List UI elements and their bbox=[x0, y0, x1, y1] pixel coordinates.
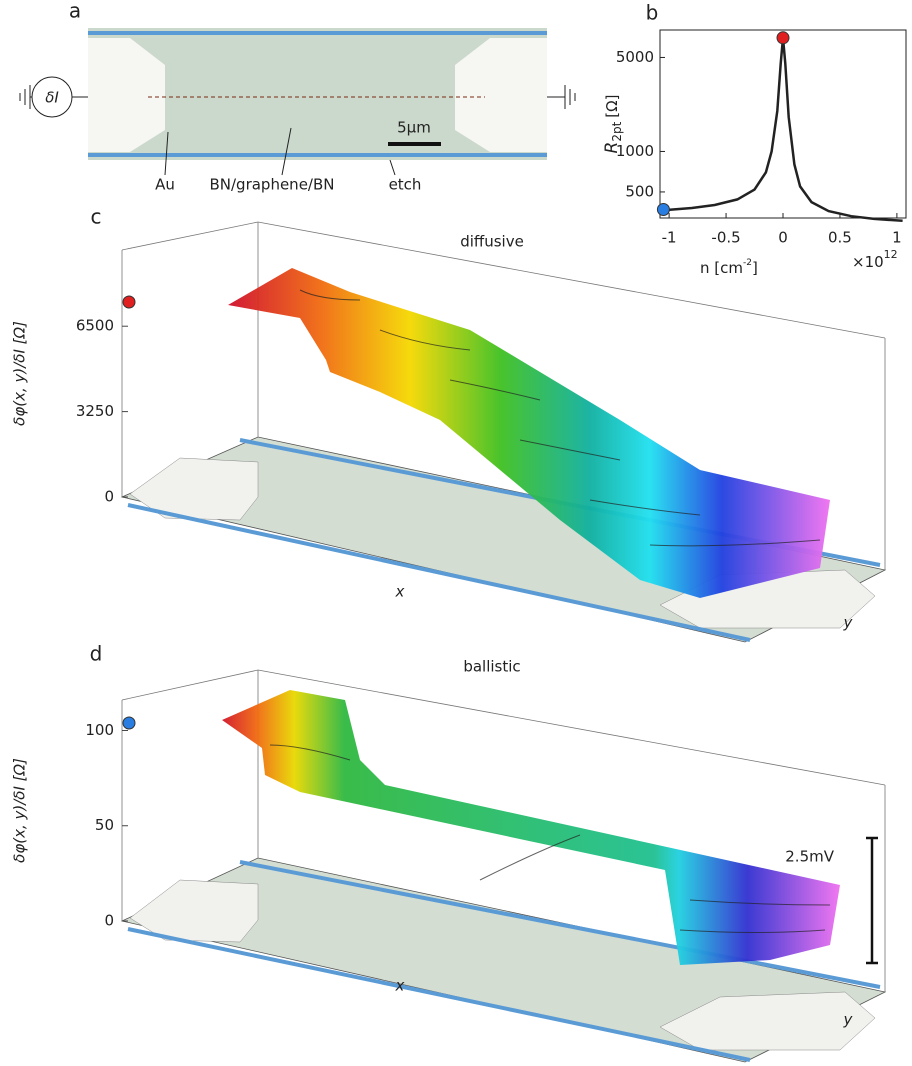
label-part: [Ω] bbox=[603, 95, 621, 118]
z-tick-label: 3250 bbox=[76, 402, 114, 420]
x-tick-label: -1 bbox=[662, 229, 677, 247]
label-part: 2pt bbox=[610, 121, 624, 141]
box-edge bbox=[121, 669, 259, 701]
au-pad bbox=[129, 457, 259, 521]
box-edge bbox=[257, 221, 886, 339]
source-label: δI bbox=[45, 89, 59, 107]
z-axis-label: δφ(x, y)/δI [Ω] bbox=[11, 321, 29, 426]
surface-title: diffusive bbox=[460, 233, 524, 251]
etch-stripe bbox=[239, 860, 881, 989]
y-tick-label: 5000 bbox=[616, 48, 654, 66]
panel-label: c bbox=[91, 205, 102, 229]
au-pad bbox=[129, 879, 259, 943]
ground bbox=[19, 85, 31, 109]
x-axis-label: x bbox=[395, 977, 405, 995]
contour bbox=[589, 499, 701, 516]
data-line bbox=[659, 37, 903, 223]
etch-stripe bbox=[127, 927, 751, 1062]
scale-label: 5μm bbox=[397, 119, 431, 137]
contour bbox=[519, 439, 621, 461]
marker bbox=[656, 203, 670, 217]
contour bbox=[649, 539, 821, 547]
panel-a: a δI 5μm Au BN/graphene/BN etch bbox=[19, 0, 576, 194]
label-part: R bbox=[602, 142, 622, 154]
contour bbox=[679, 929, 826, 933]
pointer bbox=[164, 127, 396, 176]
potential-surface bbox=[222, 690, 840, 965]
y-axis-label: y bbox=[843, 1011, 854, 1029]
z-tick-label: 50 bbox=[95, 816, 114, 834]
x-tick-label: -0.5 bbox=[711, 229, 740, 247]
current-source bbox=[31, 76, 73, 118]
au-pad bbox=[455, 38, 547, 152]
label-part: 12 bbox=[884, 248, 898, 261]
label-part: n [cm bbox=[700, 259, 743, 277]
label-part: ×10 bbox=[852, 253, 884, 271]
x-tick-label: 0.5 bbox=[828, 229, 852, 247]
x-axis-label: n [cm-2] bbox=[700, 258, 758, 277]
label: Au bbox=[155, 176, 175, 194]
contour bbox=[269, 744, 351, 761]
contour bbox=[299, 289, 361, 301]
label-part: -2 bbox=[743, 258, 752, 268]
marker bbox=[122, 716, 136, 730]
z-axis-label: δφ(x, y)/δI [Ω] bbox=[11, 758, 29, 863]
y-tick-label: 500 bbox=[625, 182, 654, 200]
panel-label: a bbox=[69, 0, 81, 23]
panel-label: d bbox=[90, 642, 103, 666]
label-part: ] bbox=[752, 259, 758, 277]
label: etch bbox=[389, 176, 422, 194]
marker bbox=[122, 295, 136, 309]
ground bbox=[547, 85, 576, 109]
potential-surface bbox=[228, 268, 830, 598]
contour bbox=[689, 899, 831, 906]
surface-title: ballistic bbox=[463, 658, 520, 676]
panel-label: b bbox=[646, 1, 659, 25]
plot-frame bbox=[659, 29, 907, 219]
z-tick-label: 100 bbox=[85, 721, 114, 739]
contour bbox=[449, 379, 541, 401]
marker bbox=[776, 31, 790, 45]
scale-bar-label: 2.5mV bbox=[785, 848, 834, 866]
scale-bar bbox=[866, 836, 878, 965]
au-pad bbox=[88, 38, 165, 152]
y-tick-label: 1000 bbox=[616, 142, 654, 160]
x-exponent: ×1012 bbox=[852, 248, 898, 271]
box-edge bbox=[257, 669, 886, 786]
z-tick-label: 0 bbox=[104, 912, 114, 930]
z-tick-label: 6500 bbox=[76, 317, 114, 335]
x-tick-label: 1 bbox=[892, 229, 902, 247]
y-axis-label: y bbox=[843, 614, 854, 632]
box-edge bbox=[121, 221, 259, 251]
etch-stripe bbox=[127, 503, 751, 642]
contour bbox=[479, 834, 581, 881]
z-tick-label: 0 bbox=[104, 488, 114, 506]
y-axis-label: R2pt [Ω] bbox=[602, 95, 624, 154]
contour bbox=[379, 329, 471, 351]
label: BN/graphene/BN bbox=[209, 176, 334, 194]
x-tick-label: 0 bbox=[778, 229, 788, 247]
x-axis-label: x bbox=[395, 583, 405, 601]
